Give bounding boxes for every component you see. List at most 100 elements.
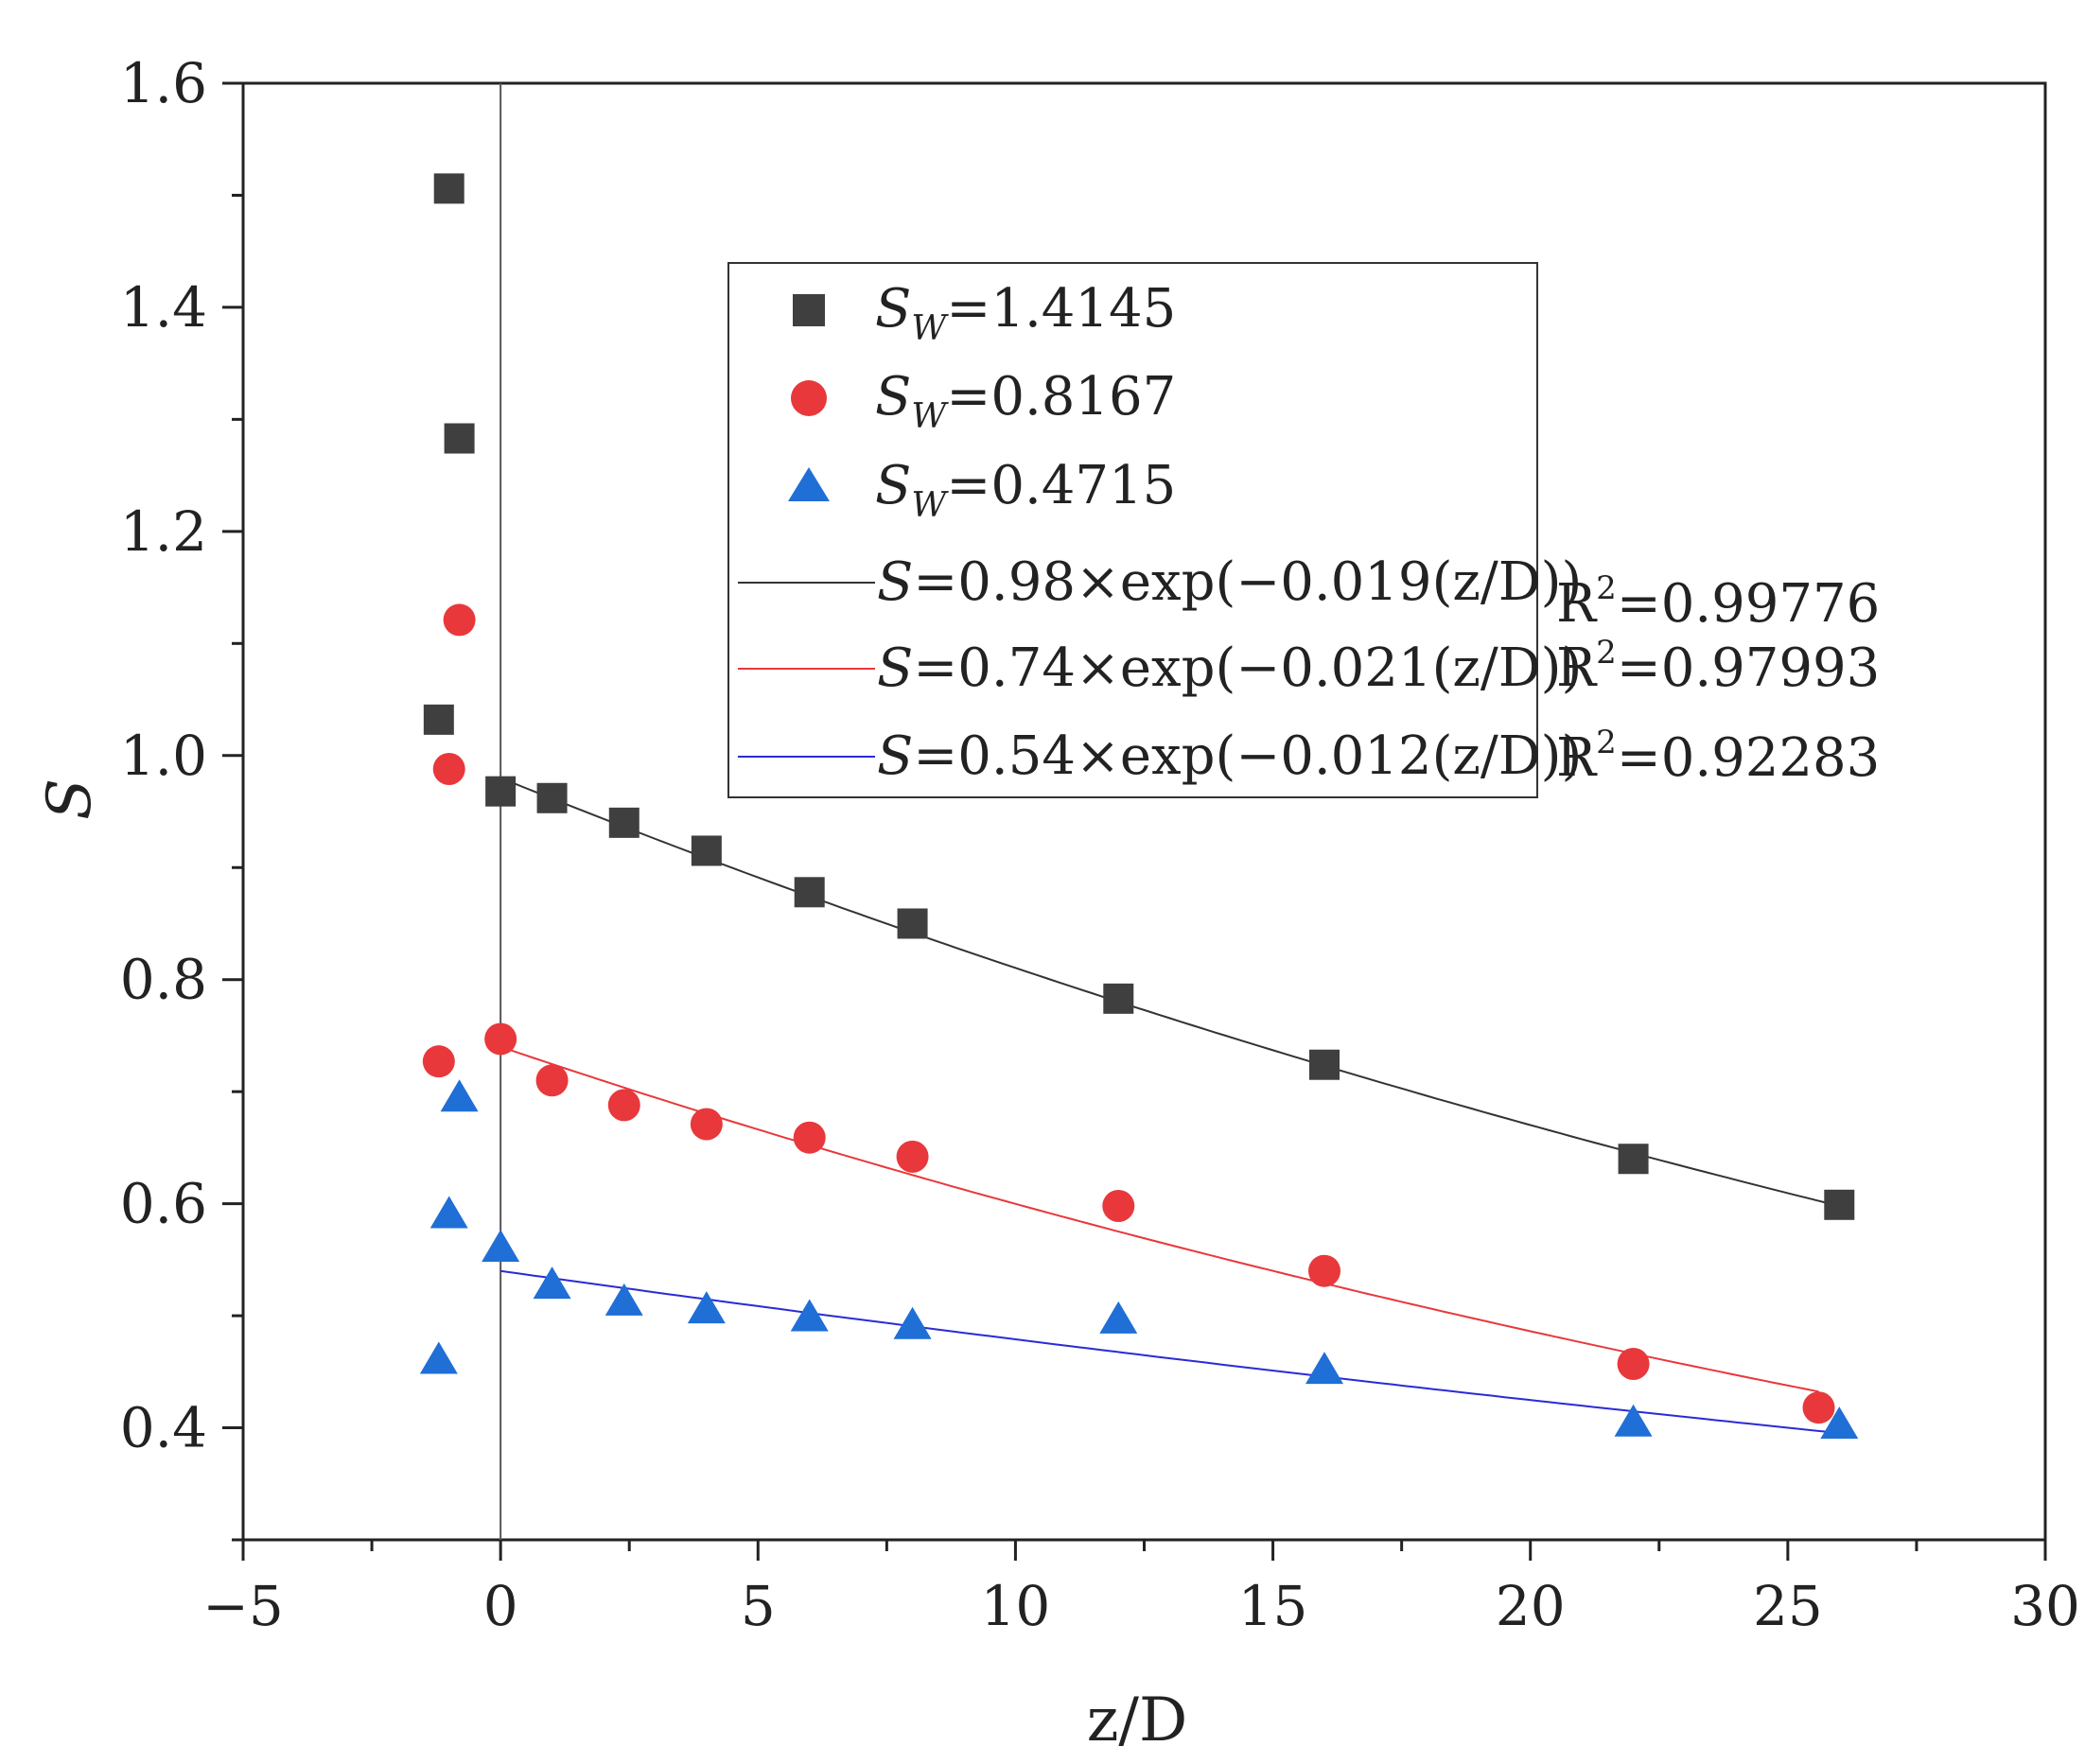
fit-curve-1 [499, 777, 1840, 1207]
fit-curve-2 [499, 1045, 1819, 1393]
point-series-2 [1102, 1189, 1135, 1222]
legend-s: S [875, 455, 911, 516]
point-series-3 [419, 1341, 458, 1374]
x-tick-label: 10 [981, 1574, 1051, 1638]
legend-marker-triangle [788, 467, 830, 501]
point-series-1 [1824, 1189, 1855, 1220]
point-series-1 [1618, 1144, 1649, 1175]
point-series-3 [1614, 1404, 1653, 1437]
x-tick-label: 25 [1753, 1574, 1823, 1638]
y-tick-label: 0.4 [120, 1396, 207, 1460]
fit-s: S [877, 637, 913, 699]
x-tick-label: 0 [483, 1574, 518, 1638]
point-series-2 [432, 752, 465, 785]
fit-equation: =0.54×exp(−0.012(z/D)) [913, 725, 1582, 787]
legend-label-series-3: SW=0.4715 [875, 455, 1176, 525]
point-series-3 [687, 1291, 726, 1324]
legend-label-fit-2: S=0.74×exp(−0.021(z/D)) [877, 637, 1582, 699]
point-series-2 [607, 1089, 640, 1122]
point-series-3 [893, 1306, 932, 1339]
fit-curve-3 [499, 1269, 1840, 1435]
r2-sup: 2 [1596, 569, 1617, 607]
r2-value: =0.92283 [1617, 727, 1881, 789]
legend-r2-fit-3: R2=0.92283 [1556, 724, 1880, 789]
legend-s: S [875, 278, 911, 340]
r2-sup: 2 [1596, 724, 1617, 761]
point-series-2 [1802, 1391, 1835, 1424]
x-tick-label: 5 [741, 1574, 776, 1638]
r2-prefix: R [1556, 573, 1598, 635]
point-series-2 [896, 1140, 929, 1173]
point-series-1 [897, 908, 928, 939]
y-tick-label: 1.4 [120, 275, 207, 340]
point-series-2 [793, 1121, 826, 1154]
legend-value: =0.4715 [946, 455, 1176, 516]
point-series-3 [533, 1266, 571, 1300]
point-series-3 [1099, 1301, 1138, 1334]
y-tick-label: 1.0 [120, 724, 207, 788]
point-series-1 [691, 835, 722, 866]
r2-value: =0.97993 [1617, 637, 1881, 699]
legend-r2-fit-2: R2=0.97993 [1556, 634, 1880, 699]
legend-marker-square [793, 294, 825, 326]
point-series-1 [794, 877, 825, 908]
y-tick-label: 0.8 [120, 948, 207, 1012]
point-series-1 [423, 704, 454, 735]
y-tick-label: 0.6 [120, 1172, 207, 1236]
legend-value: =1.4145 [946, 278, 1176, 340]
point-series-3 [429, 1196, 468, 1229]
r2-prefix: R [1556, 637, 1598, 699]
point-series-1 [444, 423, 475, 454]
fit-equation: =0.98×exp(−0.019(z/D)) [913, 551, 1582, 613]
point-series-2 [535, 1064, 569, 1097]
legend-label-series-1: SW=1.4145 [875, 278, 1176, 348]
point-series-3 [1305, 1352, 1343, 1385]
legend-sub: W [911, 397, 949, 436]
x-tick-label: 15 [1238, 1574, 1308, 1638]
y-tick-label: 1.6 [120, 51, 207, 115]
point-series-1 [608, 807, 640, 838]
r2-prefix: R [1556, 727, 1598, 789]
x-axis-title: z/D [1087, 1685, 1188, 1755]
r2-value: =0.99776 [1617, 573, 1881, 635]
point-series-2 [690, 1108, 723, 1141]
legend-label-series-2: SW=0.8167 [875, 366, 1176, 436]
x-tick-label: 20 [1496, 1574, 1566, 1638]
point-series-1 [433, 173, 464, 204]
point-series-2 [443, 603, 476, 637]
fit-lines [499, 777, 1840, 1435]
x-tick-label: 30 [2010, 1574, 2080, 1638]
legend-marker-circle [791, 380, 827, 416]
legend-sub: W [911, 309, 949, 348]
legend: SW=1.4145 SW=0.8167 SW=0.4715 S=0.98×exp… [727, 262, 1880, 798]
y-axis-title: S [35, 778, 105, 820]
legend-box [727, 262, 1538, 798]
legend-label-fit-1: S=0.98×exp(−0.019(z/D)) [877, 551, 1582, 613]
data-points [419, 173, 1859, 1440]
r2-sup: 2 [1596, 634, 1617, 672]
point-series-2 [1617, 1348, 1650, 1381]
point-series-3 [440, 1079, 479, 1112]
point-series-1 [485, 776, 517, 807]
legend-r2-fit-1: R2=0.99776 [1556, 569, 1880, 635]
legend-label-fit-3: S=0.54×exp(−0.012(z/D)) [877, 725, 1582, 787]
fit-equation: =0.74×exp(−0.021(z/D)) [913, 637, 1582, 699]
point-series-1 [1309, 1049, 1340, 1080]
point-series-1 [536, 782, 568, 813]
axes-layer: −5 0 5 10 15 20 25 30 0.4 0.6 0.8 1.0 1.2 1.4 1.6 [120, 51, 2080, 1638]
legend-value: =0.8167 [946, 366, 1176, 428]
point-series-3 [604, 1283, 643, 1316]
point-series-2 [484, 1022, 517, 1056]
legend-sub: W [911, 486, 949, 525]
point-series-3 [1820, 1406, 1859, 1440]
fit-s: S [877, 551, 913, 613]
point-series-3 [482, 1230, 520, 1262]
point-series-3 [790, 1299, 829, 1332]
x-tick-label: −5 [202, 1574, 284, 1638]
point-series-1 [1103, 983, 1134, 1014]
legend-s: S [875, 366, 911, 428]
y-tick-label: 1.2 [120, 499, 207, 564]
fit-s: S [877, 725, 913, 787]
point-series-2 [422, 1045, 455, 1078]
point-series-2 [1308, 1254, 1340, 1287]
